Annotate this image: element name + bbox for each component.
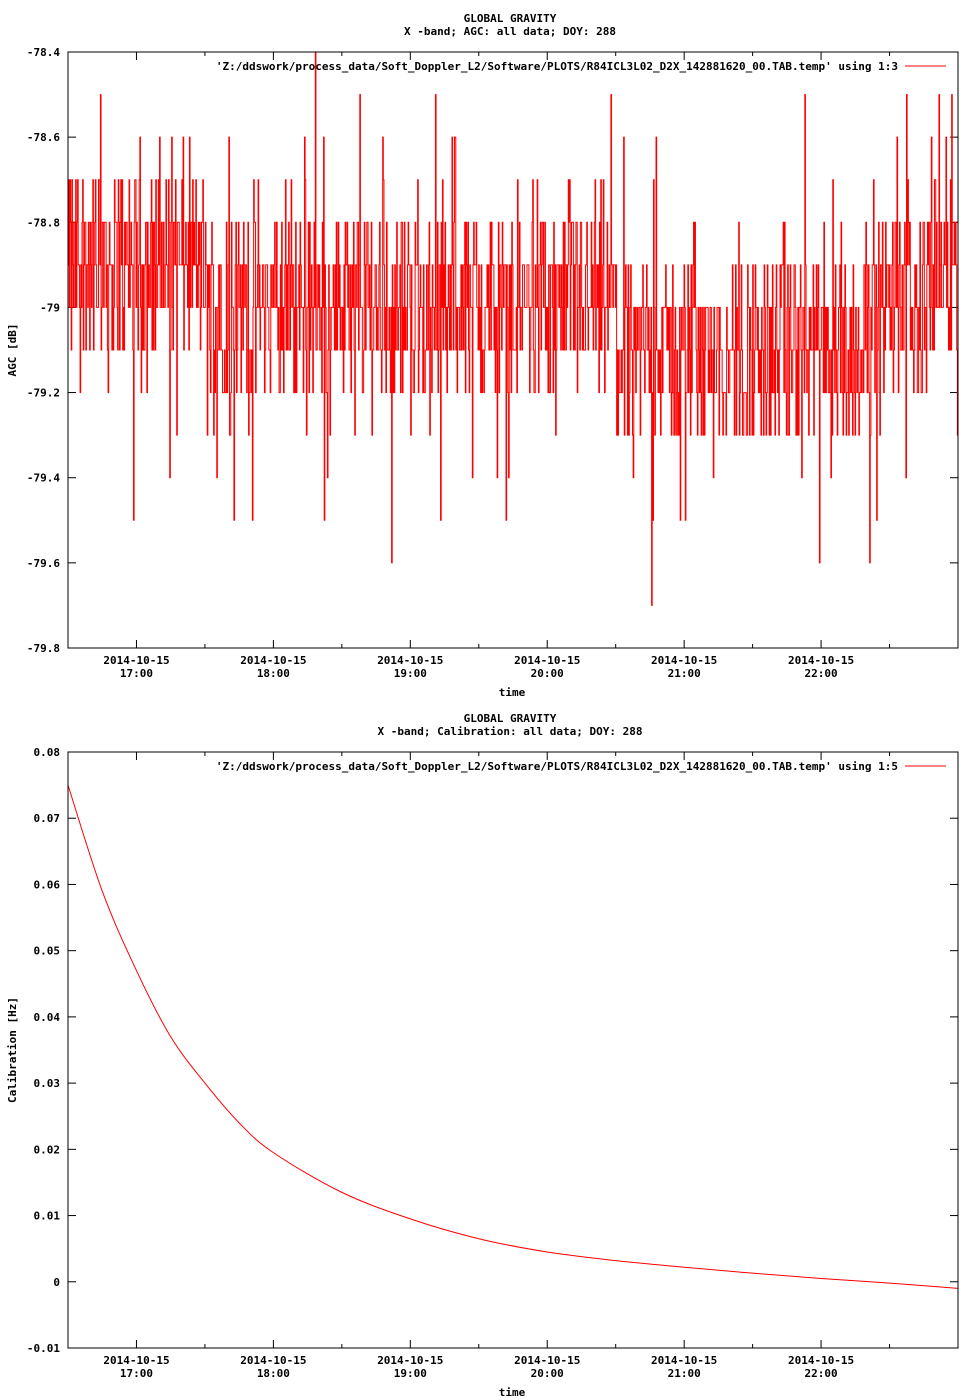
x-tick-date: 2014-10-15 bbox=[377, 1354, 443, 1367]
y-tick-label: 0.04 bbox=[34, 1011, 61, 1024]
x-tick-time: 17:00 bbox=[120, 1367, 153, 1380]
y-tick-label: 0.07 bbox=[34, 812, 61, 825]
x-tick-date: 2014-10-15 bbox=[514, 654, 580, 667]
y-tick-label: -78.6 bbox=[27, 131, 60, 144]
series-line-calibration bbox=[67, 784, 959, 1289]
x-tick-date: 2014-10-15 bbox=[240, 1354, 306, 1367]
x-axis-label: time bbox=[499, 1386, 526, 1399]
y-tick-label: 0.06 bbox=[34, 878, 61, 891]
y-tick-label: 0.08 bbox=[34, 746, 61, 759]
x-tick-date: 2014-10-15 bbox=[788, 654, 854, 667]
x-tick-time: 18:00 bbox=[257, 667, 290, 680]
x-tick-time: 20:00 bbox=[531, 1367, 564, 1380]
y-tick-label: -0.01 bbox=[27, 1342, 60, 1355]
y-tick-label: -79.4 bbox=[27, 472, 60, 485]
x-tick-time: 18:00 bbox=[257, 1367, 290, 1380]
x-axis-label: time bbox=[499, 686, 526, 699]
y-tick-label: 0 bbox=[53, 1276, 60, 1289]
x-tick-date: 2014-10-15 bbox=[377, 654, 443, 667]
y-axis-label: Calibration [Hz] bbox=[6, 997, 19, 1103]
y-tick-label: -79.8 bbox=[27, 642, 60, 655]
y-tick-label: 0.02 bbox=[34, 1143, 61, 1156]
x-tick-time: 20:00 bbox=[531, 667, 564, 680]
x-tick-time: 21:00 bbox=[668, 1367, 701, 1380]
chart-subtitle: X -band; Calibration: all data; DOY: 288 bbox=[378, 725, 643, 738]
x-tick-time: 22:00 bbox=[805, 1367, 838, 1380]
x-tick-date: 2014-10-15 bbox=[788, 1354, 854, 1367]
plot-frame bbox=[67, 51, 959, 649]
chart-title: GLOBAL GRAVITY bbox=[464, 12, 557, 25]
y-tick-label: -78.4 bbox=[27, 46, 60, 59]
y-tick-label: 0.05 bbox=[34, 945, 61, 958]
y-axis-label: AGC [dB] bbox=[6, 324, 19, 377]
chart-title: GLOBAL GRAVITY bbox=[464, 712, 557, 725]
series-line-agc bbox=[68, 51, 959, 606]
x-tick-date: 2014-10-15 bbox=[240, 654, 306, 667]
x-tick-time: 19:00 bbox=[394, 667, 427, 680]
y-tick-label: -79 bbox=[40, 301, 60, 314]
x-tick-date: 2014-10-15 bbox=[514, 1354, 580, 1367]
plot-frame bbox=[67, 751, 959, 1349]
x-tick-date: 2014-10-15 bbox=[103, 654, 169, 667]
y-tick-label: 0.03 bbox=[34, 1077, 61, 1090]
legend-text: 'Z:/ddswork/process_data/Soft_Doppler_L2… bbox=[216, 760, 898, 773]
x-tick-date: 2014-10-15 bbox=[651, 654, 717, 667]
y-tick-label: -79.2 bbox=[27, 387, 60, 400]
x-tick-date: 2014-10-15 bbox=[651, 1354, 717, 1367]
x-tick-time: 17:00 bbox=[120, 667, 153, 680]
x-tick-time: 22:00 bbox=[805, 667, 838, 680]
y-tick-label: -78.8 bbox=[27, 216, 60, 229]
y-tick-label: -79.6 bbox=[27, 557, 60, 570]
legend-text: 'Z:/ddswork/process_data/Soft_Doppler_L2… bbox=[216, 60, 898, 73]
x-tick-date: 2014-10-15 bbox=[103, 1354, 169, 1367]
x-tick-time: 19:00 bbox=[394, 1367, 427, 1380]
chart-subtitle: X -band; AGC: all data; DOY: 288 bbox=[404, 25, 616, 38]
y-tick-label: 0.01 bbox=[34, 1210, 61, 1223]
x-tick-time: 21:00 bbox=[668, 667, 701, 680]
